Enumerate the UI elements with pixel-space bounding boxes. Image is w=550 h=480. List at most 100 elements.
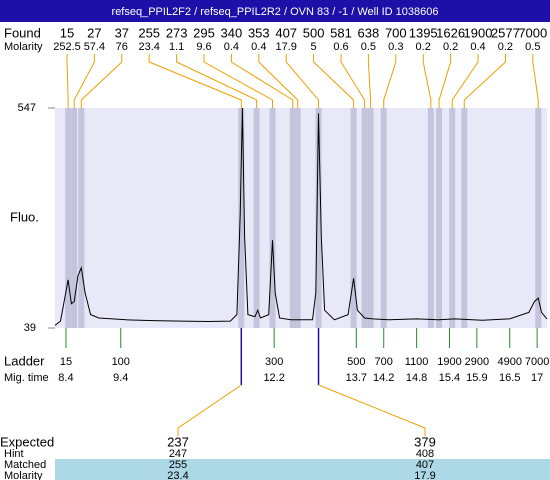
peak-band — [65, 108, 72, 328]
peak-band — [436, 108, 443, 328]
peak-band — [350, 108, 357, 328]
peak-band — [380, 108, 387, 328]
ladder-size: 2900 — [465, 356, 489, 368]
found-molarity: 9.6 — [196, 41, 211, 53]
y-axis-label: Fluo. — [10, 209, 39, 224]
peak-connector — [285, 54, 320, 108]
exp-molarity-label: Molarity — [4, 470, 43, 480]
found-size: 340 — [221, 25, 243, 40]
expected-molarity: 17.9 — [414, 470, 435, 480]
found-molarity: 76 — [116, 41, 128, 53]
ladder-size: 15 — [60, 356, 72, 368]
ladder-size: 1100 — [405, 356, 429, 368]
found-size: 1626 — [436, 25, 465, 40]
found-molarity: 0.4 — [224, 41, 239, 53]
expected-label: Expected — [0, 434, 54, 449]
ladder-time: 15.9 — [466, 372, 487, 384]
ladder-time: 17 — [531, 372, 543, 384]
y-tick-label: 39 — [24, 322, 36, 334]
ladder-size: 100 — [112, 356, 130, 368]
found-molarity: 0.2 — [498, 41, 513, 53]
found-molarity: 17.9 — [275, 41, 296, 53]
found-molarity: 5 — [311, 41, 317, 53]
peak-band — [269, 108, 276, 328]
expected-matched: 255 — [169, 459, 187, 471]
peak-connector — [80, 54, 123, 108]
ladder-time: 14.8 — [406, 372, 427, 384]
peak-band — [289, 108, 296, 328]
peak-connector — [367, 54, 372, 108]
expected-molarity: 23.4 — [167, 470, 188, 480]
peak-band — [294, 108, 301, 328]
peak-connector — [230, 54, 294, 108]
ladder-time: 14.2 — [373, 372, 394, 384]
found-molarity: 0.3 — [388, 41, 403, 53]
matched-label: Matched — [4, 459, 46, 471]
found-size: 1395 — [409, 25, 438, 40]
found-molarity: 0.5 — [361, 41, 376, 53]
ladder-time: 15.4 — [439, 372, 460, 384]
found-molarity: 0.2 — [443, 41, 458, 53]
found-size: 7000 — [518, 25, 547, 40]
found-label: Found — [4, 25, 41, 40]
found-size: 581 — [330, 25, 352, 40]
hint-label: Hint — [4, 448, 24, 460]
found-molarity: 0.4 — [470, 41, 485, 53]
ladder-time: 12.2 — [263, 372, 284, 384]
found-molarity: 252.5 — [53, 41, 81, 53]
found-molarity: 0.6 — [333, 41, 348, 53]
matched-highlight — [55, 459, 550, 480]
found-size: 273 — [166, 25, 188, 40]
peak-band — [361, 108, 368, 328]
peak-connector — [66, 54, 69, 108]
ladder-size: 4900 — [498, 356, 522, 368]
peak-band — [71, 108, 78, 328]
header-bar — [0, 0, 550, 22]
peak-band — [535, 108, 542, 328]
ladder-size: 300 — [265, 356, 283, 368]
mig-time-label: Mig. time — [4, 372, 49, 384]
peak-band — [367, 108, 374, 328]
found-size: 1900 — [464, 25, 493, 40]
peak-connector — [313, 54, 355, 108]
expected-connector — [318, 384, 426, 436]
found-size: 407 — [275, 25, 297, 40]
found-size: 500 — [303, 25, 325, 40]
found-size: 353 — [248, 25, 270, 40]
peak-connector — [73, 54, 95, 108]
ladder-size: 500 — [347, 356, 365, 368]
plot-area — [55, 108, 547, 328]
peak-connector — [203, 54, 274, 108]
found-molarity: 0.4 — [251, 41, 266, 53]
found-size: 27 — [87, 25, 101, 40]
peak-connector — [532, 54, 539, 108]
expected-value: 237 — [167, 434, 189, 449]
y-tick-label: 547 — [18, 102, 36, 114]
trace — [54, 107, 548, 326]
found-size: 37 — [115, 25, 129, 40]
found-molarity: 0.2 — [416, 41, 431, 53]
expected-hint: 247 — [169, 448, 187, 460]
ladder-size: 700 — [375, 356, 393, 368]
peak-connector — [383, 54, 397, 108]
found-size: 15 — [60, 25, 74, 40]
ladder-time: 13.7 — [346, 372, 367, 384]
peak-band — [315, 108, 322, 328]
found-size: 700 — [385, 25, 407, 40]
peak-band — [449, 108, 456, 328]
expected-value: 379 — [414, 434, 436, 449]
expected-matched: 407 — [416, 459, 434, 471]
chart-title: refseq_PPIL2F2 / refseq_PPIL2R2 / OVN 83… — [112, 6, 439, 18]
found-size: 2577 — [491, 25, 520, 40]
peak-connector — [451, 54, 479, 108]
peak-connector — [258, 54, 299, 108]
ladder-time: 8.4 — [58, 372, 73, 384]
peak-band — [78, 108, 85, 328]
peak-band — [427, 108, 434, 328]
ladder-size: 1900 — [437, 356, 461, 368]
peak-connector — [422, 54, 432, 108]
ladder-time: 9.4 — [113, 372, 128, 384]
found-molarity: 0.5 — [525, 41, 540, 53]
